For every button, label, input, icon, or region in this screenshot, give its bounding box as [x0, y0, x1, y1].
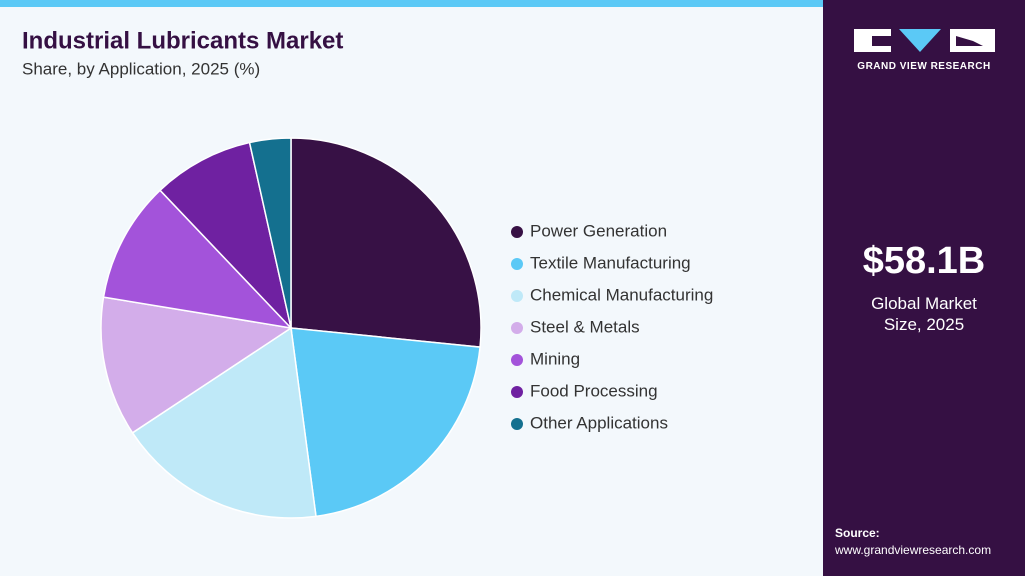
legend-marker [511, 354, 523, 366]
legend-label: Other Applications [530, 413, 668, 432]
sidebar: GRAND VIEW RESEARCH $58.1B Global Market… [823, 0, 1025, 576]
chart-title: Industrial Lubricants Market [22, 27, 343, 54]
market-size: $58.1B [862, 240, 986, 282]
pie-slice [131, 326, 317, 519]
top-bar [0, 0, 823, 7]
brand: GRAND VIEW RESEARCH [857, 61, 991, 72]
legend-label: Power Generation [530, 221, 667, 240]
legend-marker [511, 290, 523, 302]
pie-slice [290, 137, 482, 348]
source-url: www.grandviewresearch.com [835, 543, 992, 557]
market-size-label: Global Market Size, 2025 [871, 294, 977, 334]
source-label: Source: [835, 526, 880, 540]
pie-slice [248, 137, 292, 329]
pie-slice [159, 141, 293, 331]
pie-slice [102, 189, 294, 330]
legend-label: Mining [530, 349, 580, 368]
logo [854, 29, 995, 52]
legend-marker [511, 226, 523, 238]
legend-label: Food Processing [530, 381, 658, 400]
legend-marker [511, 418, 523, 430]
chart: Industrial Lubricants Market Share, by A… [0, 0, 823, 519]
pie-slice [100, 296, 294, 434]
legend-marker [511, 258, 523, 270]
legend-marker [511, 322, 523, 334]
pie-slice [290, 327, 481, 518]
legend-marker [511, 386, 523, 398]
legend-label: Chemical Manufacturing [530, 285, 713, 304]
chart-subtitle: Share, by Application, 2025 (%) [22, 59, 260, 78]
legend-label: Textile Manufacturing [530, 253, 691, 272]
legend-label: Steel & Metals [530, 317, 640, 336]
